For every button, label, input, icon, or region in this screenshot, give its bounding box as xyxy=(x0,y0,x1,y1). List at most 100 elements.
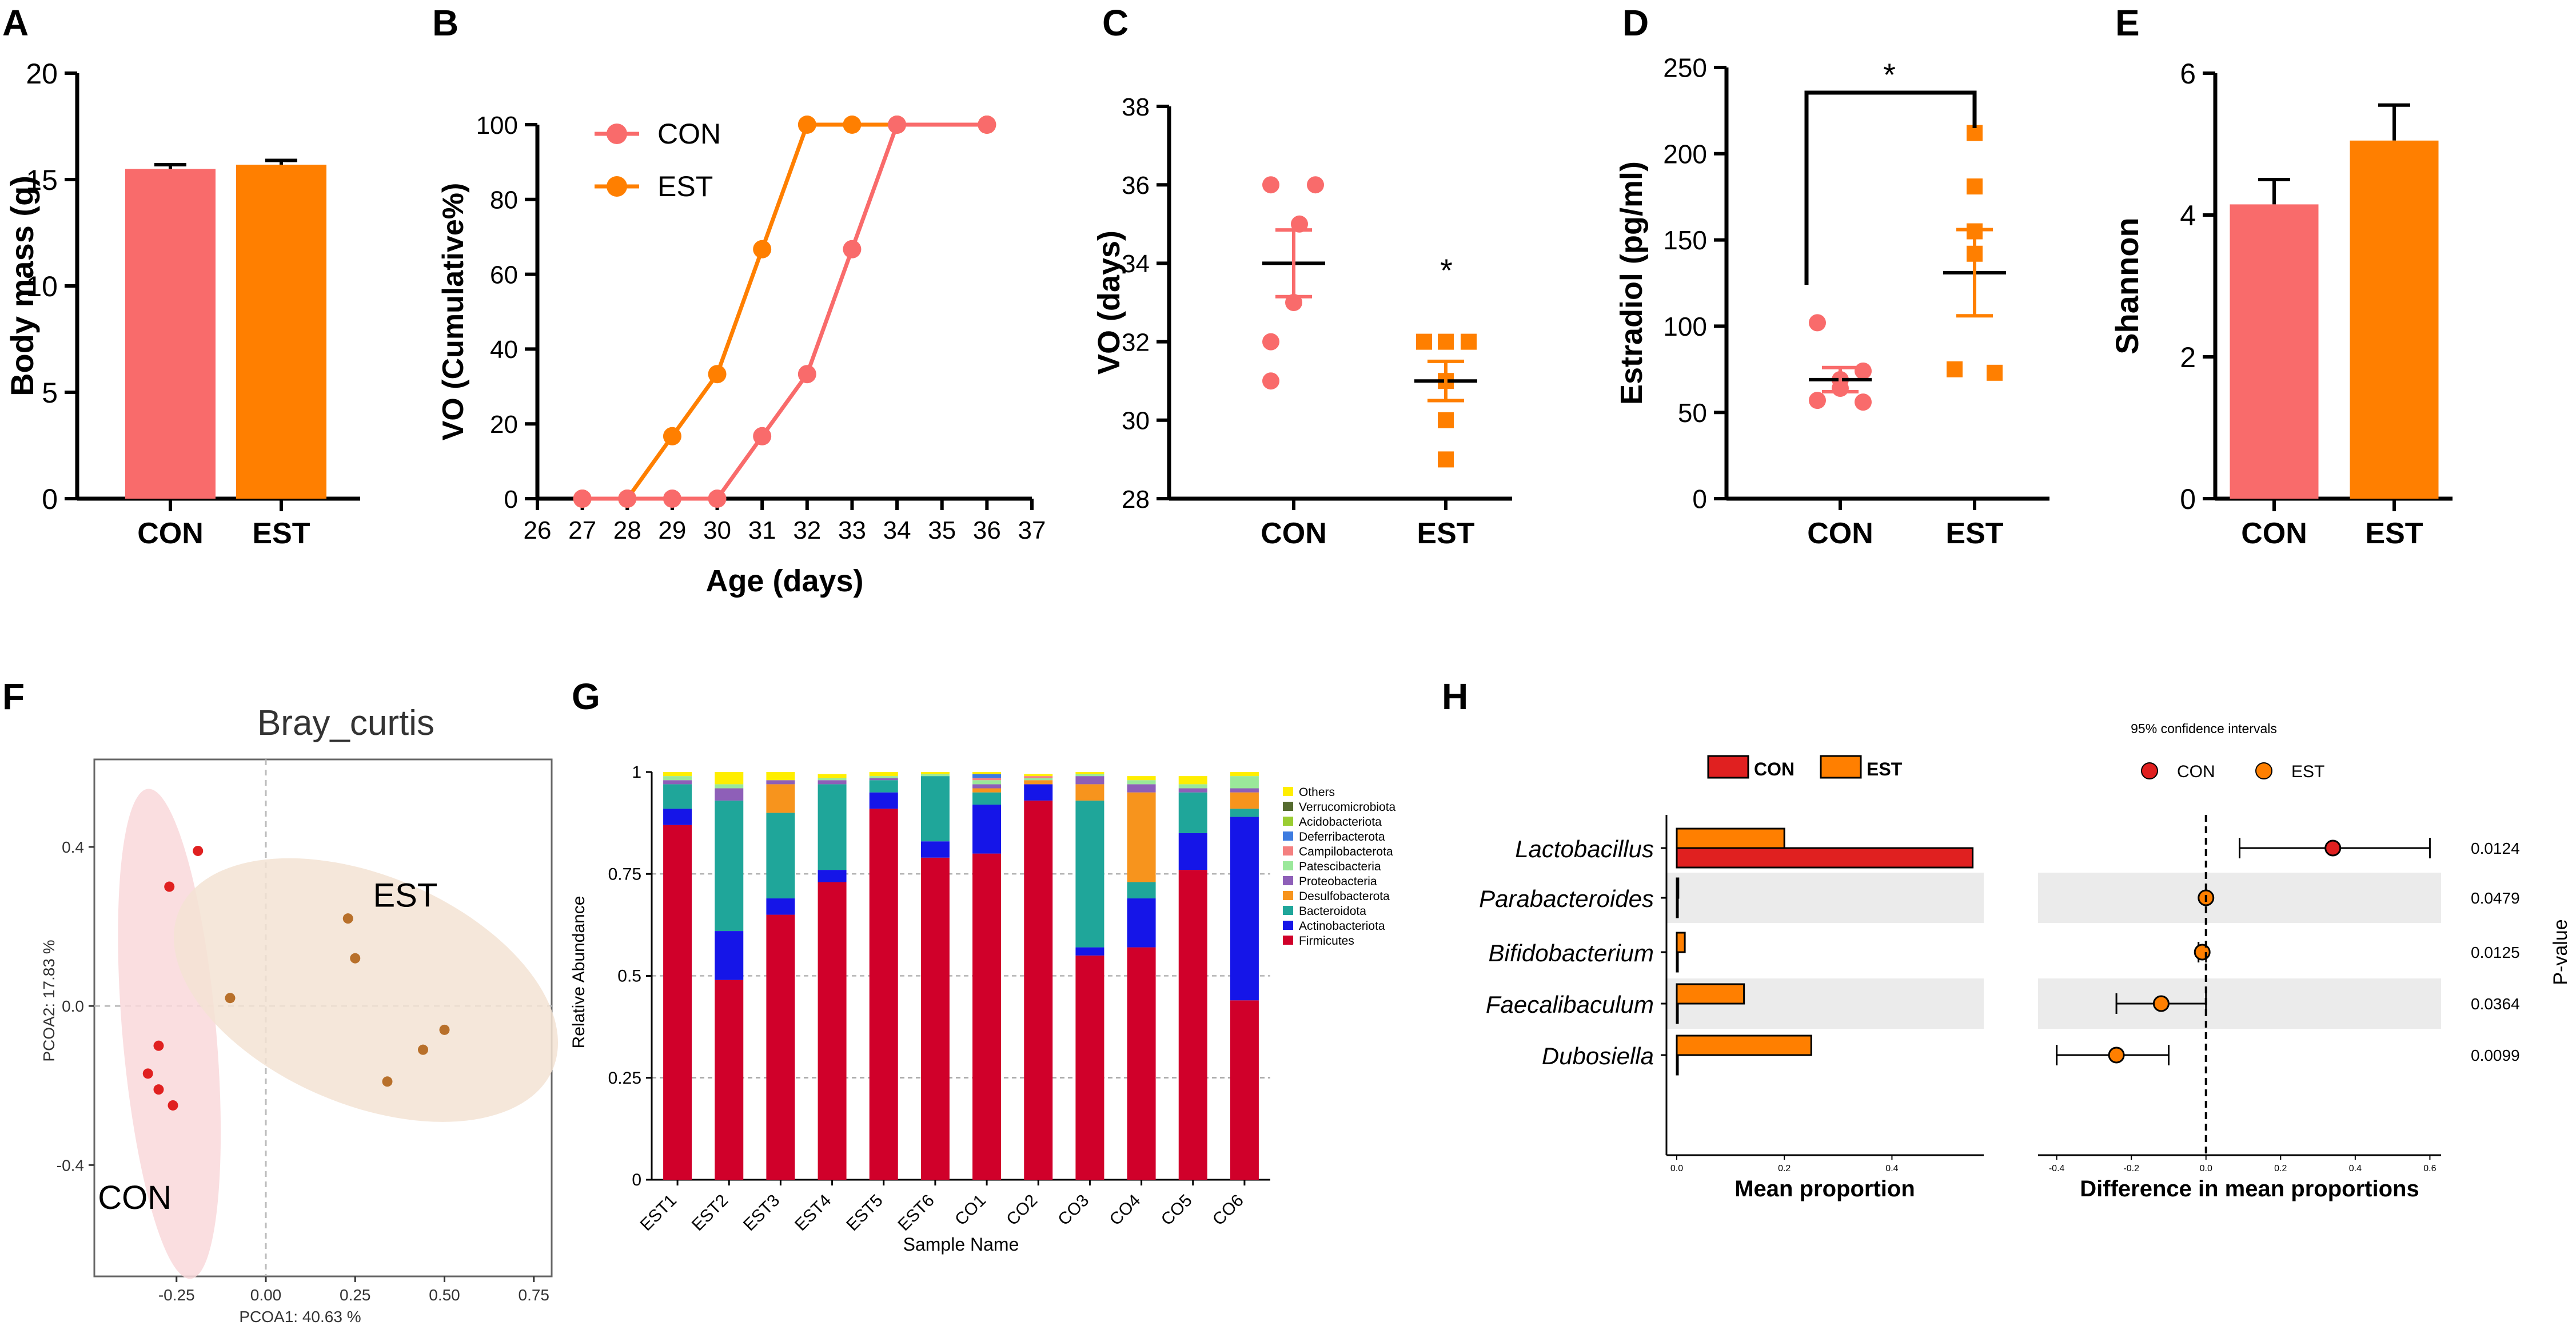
bar-est xyxy=(1676,1034,1812,1056)
data-point-est xyxy=(708,365,727,384)
bar-est xyxy=(1676,983,1745,1005)
legend-marker-est xyxy=(607,176,627,197)
legend-label: Bacteroidota xyxy=(1299,905,1366,918)
stack-segment xyxy=(715,980,744,1180)
stack-segment xyxy=(766,772,795,781)
panel-g: 0 0.25 0.5 0.75 1 EST1 EST2 EST3 EST4 EST5 EST6 CO1… xyxy=(569,763,1396,1255)
x-tick-label: EST4 xyxy=(791,1191,835,1235)
stack-segment xyxy=(869,809,898,1180)
legend-label-con: CON xyxy=(1754,759,1795,779)
y-tick-label: 200 xyxy=(1663,139,1707,169)
data-point-con xyxy=(1262,372,1279,390)
stack-segment xyxy=(1127,898,1156,948)
legend-swatch xyxy=(1283,936,1293,945)
data-point-est xyxy=(1438,333,1454,350)
legend-label: Firmicutes xyxy=(1299,934,1354,948)
y-tick-label: 20 xyxy=(26,58,58,90)
stack-segment xyxy=(663,809,692,825)
stack-segment xyxy=(1024,780,1053,785)
stack-segment xyxy=(1127,780,1156,785)
p-value: 0.0479 xyxy=(2471,889,2520,907)
legend-label-est: EST xyxy=(2291,762,2324,781)
stack-segment xyxy=(715,931,744,980)
stack-segment xyxy=(920,774,950,777)
data-point-est xyxy=(418,1044,428,1055)
confidence-ellipse-est xyxy=(174,858,558,1122)
stack-segment xyxy=(1024,800,1053,1180)
data-point-est xyxy=(1461,333,1477,350)
y-tick-label: 0.5 xyxy=(617,967,641,986)
x-tick-label: EST xyxy=(252,517,310,550)
stack-segment xyxy=(920,776,950,842)
legend-label: Deferribacterota xyxy=(1299,830,1385,843)
stack-segment xyxy=(1230,792,1259,809)
difference-point xyxy=(2108,1047,2125,1064)
bar-con xyxy=(1676,1054,1679,1076)
data-point-con xyxy=(1809,314,1826,332)
legend-label: Campilobacterota xyxy=(1299,845,1393,858)
y-tick-label: 6 xyxy=(2180,58,2196,90)
legend-marker-est xyxy=(2255,762,2272,779)
x-tick-label: -0.4 xyxy=(2049,1164,2065,1173)
y-axis-label: Relative Abundance xyxy=(569,896,588,1049)
data-point-est xyxy=(439,1024,450,1035)
panel-letter-b: B xyxy=(432,2,458,43)
y-axis-label: Estradiol (pg/ml) xyxy=(1614,161,1649,405)
stack-segment xyxy=(1024,778,1053,781)
stack-segment xyxy=(1075,772,1104,774)
data-point-con xyxy=(1262,333,1279,351)
x-axis-label: Age (days) xyxy=(705,564,863,598)
panel-c: 28 30 32 34 36 38 CON EST VO (days) * xyxy=(1092,93,1512,550)
legend-swatch-con xyxy=(1707,755,1749,779)
x-tick-label: CO1 xyxy=(951,1191,990,1229)
data-point-con xyxy=(1855,362,1872,380)
x-tick-label: 34 xyxy=(883,516,911,544)
legend-label: Desulfobacterota xyxy=(1299,890,1390,903)
y-tick-label: 0 xyxy=(42,483,58,515)
data-point-con xyxy=(753,427,772,445)
data-point-est xyxy=(225,993,236,1004)
y-tick-label: 250 xyxy=(1663,53,1707,83)
x-tick-label: 37 xyxy=(1018,516,1046,544)
legend-marker-con xyxy=(2141,762,2158,779)
stack-segment xyxy=(869,792,898,809)
legend-label: Proteobacteria xyxy=(1299,875,1377,888)
stack-segment xyxy=(920,857,950,1180)
data-point-con xyxy=(573,490,592,508)
row-band xyxy=(2038,978,2441,1029)
y-tick-label: 100 xyxy=(476,112,518,140)
data-point-est xyxy=(1438,451,1454,468)
row-band xyxy=(1666,873,1984,923)
data-point-con xyxy=(618,490,637,508)
legend-swatch xyxy=(1283,817,1293,826)
y-tick-label: 4 xyxy=(2180,200,2196,232)
chart-title: Bray_curtis xyxy=(257,703,434,743)
y-tick-label: 34 xyxy=(1122,250,1150,278)
bar-con xyxy=(1676,847,1974,869)
series-line-est xyxy=(582,122,987,501)
x-tick-label: 30 xyxy=(703,516,731,544)
bar-est xyxy=(236,164,326,499)
stack-segment xyxy=(766,784,795,813)
stack-segment xyxy=(972,772,1002,774)
bar-est xyxy=(1676,877,1680,899)
stack-segment xyxy=(766,780,795,785)
legend-label: EST xyxy=(657,170,713,202)
y-tick-label: 0 xyxy=(2180,483,2196,515)
stack-segment xyxy=(1178,788,1207,793)
stack-segment xyxy=(972,788,1002,793)
data-point-con xyxy=(843,240,862,258)
stack-segment xyxy=(663,825,692,1180)
legend-label: Acidobacteriota xyxy=(1299,815,1382,829)
legend-swatch xyxy=(1283,906,1293,915)
legend-label: Verrucomicrobiota xyxy=(1299,801,1396,814)
stack-segment xyxy=(972,805,1002,854)
x-tick-label: -0.25 xyxy=(158,1286,195,1304)
x-tick-label: 33 xyxy=(838,516,866,544)
stack-segment xyxy=(818,784,847,870)
stack-segment xyxy=(1230,1000,1259,1180)
stack-segment xyxy=(1127,792,1156,882)
x-tick-label: CON xyxy=(137,517,204,550)
x-tick-label: 0.0 xyxy=(1670,1164,1683,1173)
